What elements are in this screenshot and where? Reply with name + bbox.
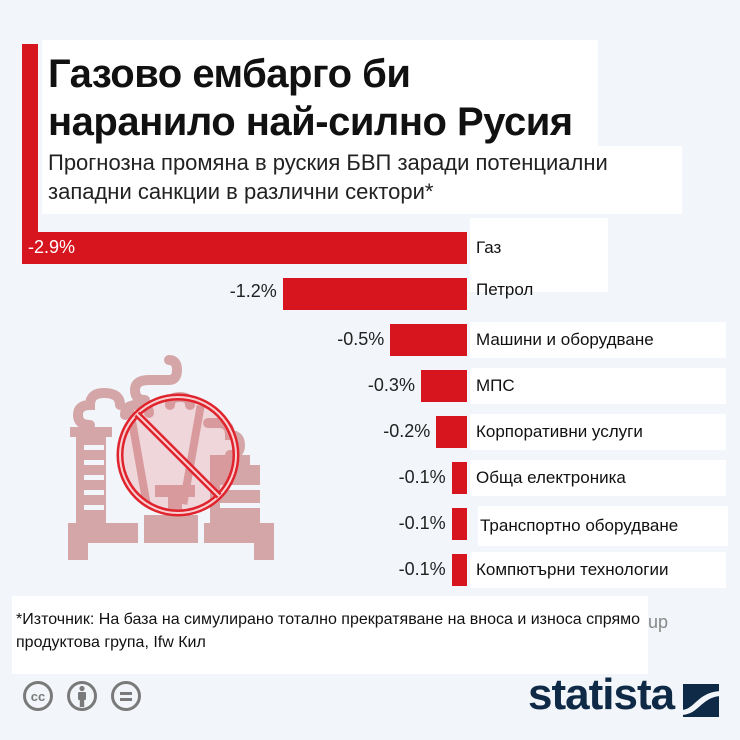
no-oil-rig-icon [68,355,274,560]
category-label: Петрол [476,280,534,299]
category-label: Компютърни технологии [476,560,669,579]
category-label: МПС [476,376,515,395]
bar [21,232,467,264]
category-label: Обща електроника [476,468,626,487]
attribution-icon[interactable] [66,680,98,712]
bar [451,462,467,494]
accent-bar [22,44,38,234]
bar [451,554,467,586]
bar [451,508,467,540]
source-note: *Източник: На база на симулирано тотално… [16,611,641,651]
subtitle-background [42,146,682,214]
value-label: -0.3% [367,375,415,395]
value-label: -0.1% [398,513,446,533]
category-label: Газ [476,238,502,257]
value-label: -1.2% [229,281,277,301]
category-label: Корпоративни услуги [476,422,643,441]
statista-logo[interactable]: statista [528,670,675,719]
value-label: -0.2% [383,421,431,441]
category-label-background [478,506,728,546]
svg-text:cc: cc [31,689,45,704]
category-label-background [470,368,726,404]
bar [420,370,467,402]
ghost-text: up [648,612,669,632]
bar [282,278,467,310]
chart-title: Газово ембарго би наранило най-силно Рус… [48,52,573,144]
creative-commons-icon[interactable]: cc [22,680,54,712]
category-label: Машини и оборудване [476,330,654,349]
value-label: -0.5% [337,329,385,349]
title-background [42,40,598,146]
no-derivatives-icon[interactable] [110,680,142,712]
category-label-background [470,552,726,588]
value-label: -0.1% [398,559,446,579]
source-background [12,596,648,674]
category-label-background [470,460,726,496]
category-label-background [470,414,726,450]
statista-logo-icon [683,684,719,717]
bar [436,416,467,448]
category-label: Транспортно оборудване [480,516,679,535]
chart-subtitle: Прогнозна промяна в руския БВП заради по… [48,150,608,204]
value-label: -2.9% [28,237,76,257]
category-label-background [470,218,608,292]
category-label-background [470,322,726,358]
value-label: -0.1% [398,467,446,487]
bar [390,324,467,356]
